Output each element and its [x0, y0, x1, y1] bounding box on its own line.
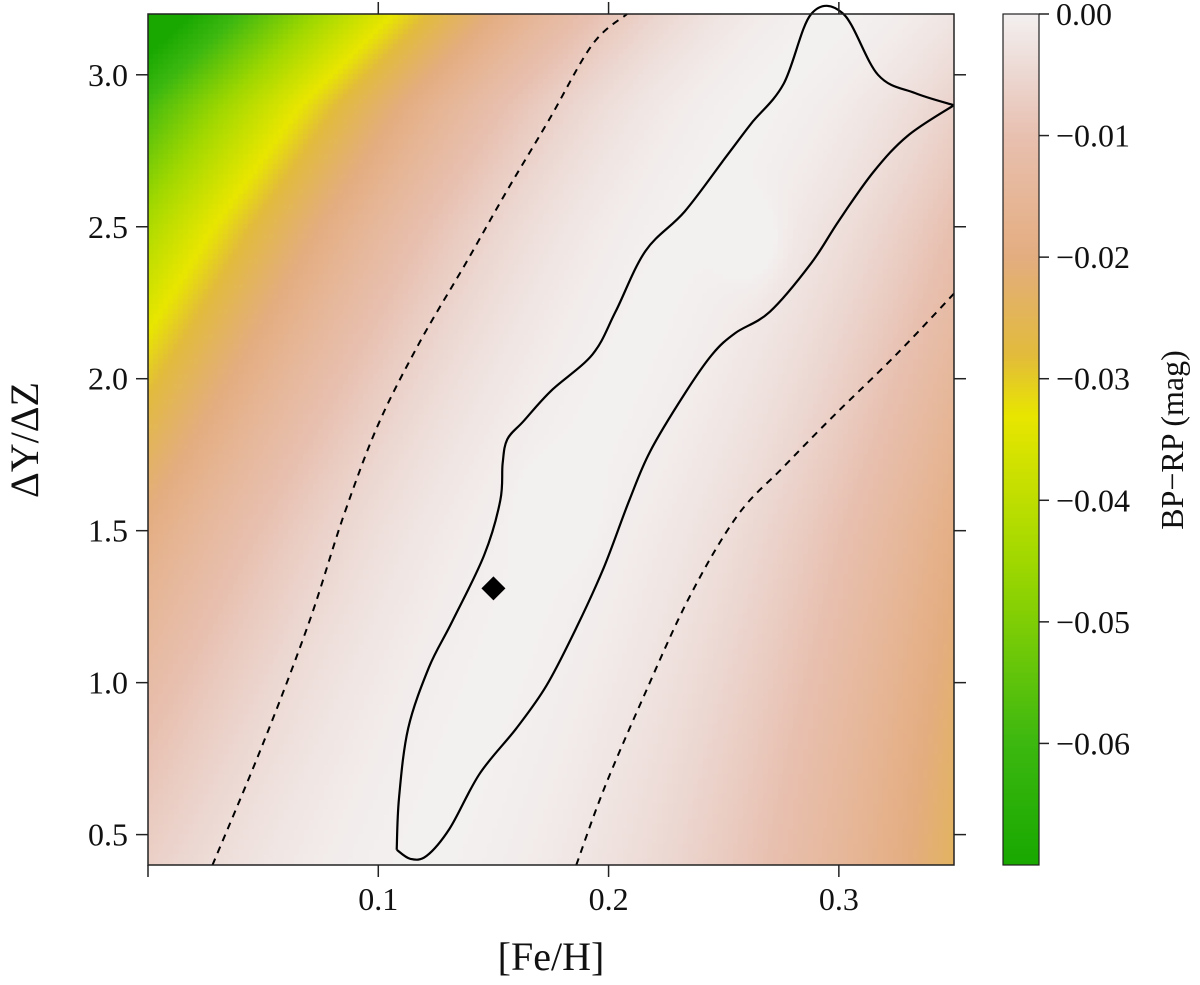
best-fit-diamond-marker — [481, 576, 506, 601]
colorbar: 0.00 −0.01 −0.02 −0.03 −0.04 −0.05 −0.06 BP−RP… — [1002, 0, 1190, 866]
y-tick-label: 1.5 — [88, 513, 128, 549]
x-tick-label: 0.3 — [819, 881, 859, 917]
colorbar-frame — [1002, 13, 1040, 866]
colorbar-tick-label: −0.05 — [1056, 604, 1130, 640]
colorbar-tick-label: 0.00 — [1056, 0, 1112, 32]
colorbar-tick-label: −0.04 — [1056, 482, 1130, 518]
x-axis-ticks: 0.1 0.2 0.3 — [147, 2, 859, 917]
colorbar-tick-label: −0.01 — [1056, 118, 1130, 154]
y-tick-label: 3.0 — [88, 57, 128, 93]
x-tick-label: 0.1 — [358, 881, 398, 917]
x-tick-label: 0.2 — [589, 881, 629, 917]
y-tick-label: 2.5 — [88, 209, 128, 245]
colorbar-ticks: 0.00 −0.01 −0.02 −0.03 −0.04 −0.05 −0.06 — [1039, 0, 1130, 761]
y-axis-title: ΔY/ΔZ — [2, 382, 47, 498]
colorbar-title: BP−RP (mag) — [1154, 350, 1190, 530]
contour-solid — [396, 104, 955, 861]
colorbar-tick-label: −0.02 — [1056, 239, 1130, 275]
contour-dashed — [575, 292, 955, 866]
contour-dashed — [211, 13, 628, 866]
y-tick-label: 2.0 — [88, 361, 128, 397]
contour-lines — [211, 4, 955, 866]
x-axis-title: [Fe/H] — [498, 934, 605, 979]
contour-solid — [395, 4, 955, 850]
y-tick-label: 1.0 — [88, 665, 128, 701]
y-axis-ticks: 0.5 1.0 1.5 2.0 2.5 3.0 — [88, 57, 966, 853]
marker-layer — [481, 576, 506, 601]
colorbar-tick-label: −0.06 — [1056, 725, 1130, 761]
y-tick-label: 0.5 — [88, 817, 128, 853]
heatmap-canvas — [148, 14, 954, 865]
plot-frame — [147, 13, 955, 866]
colorbar-tick-label: −0.03 — [1056, 361, 1130, 397]
